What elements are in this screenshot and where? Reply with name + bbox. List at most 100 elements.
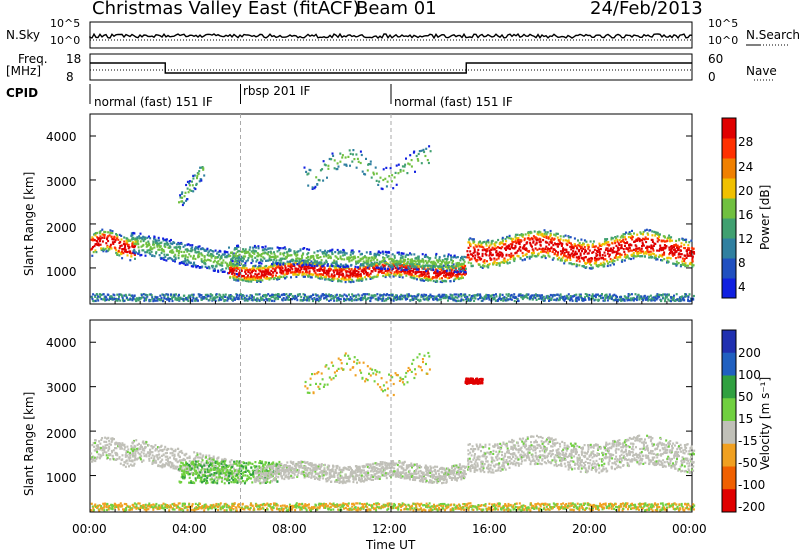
power-echo (197, 247, 200, 251)
power-echo (591, 293, 594, 296)
power-echo (94, 295, 97, 298)
power-echo (200, 248, 202, 251)
power-echo (255, 299, 258, 303)
power-echo (413, 295, 416, 298)
power-echo (173, 246, 176, 249)
power-echo (518, 294, 521, 297)
power-echo (488, 262, 491, 266)
noise-right-tick-top: 10^5 (708, 17, 739, 30)
power-echo (450, 269, 453, 272)
power-echo (362, 270, 365, 273)
power-echo (445, 272, 448, 275)
power-echo (317, 300, 320, 303)
power-echo (466, 299, 468, 303)
power-echo (479, 245, 482, 248)
power-echo (267, 293, 270, 296)
power-echo (570, 298, 573, 301)
power-echo (371, 256, 374, 260)
power-echo (558, 240, 561, 243)
power-echo (437, 261, 440, 264)
power-echo (467, 297, 469, 301)
power-echo (417, 152, 420, 156)
power-echo (344, 269, 347, 272)
power-echo (156, 245, 159, 248)
power-echo (377, 250, 380, 253)
power-echo (588, 293, 591, 297)
power-echo (226, 299, 229, 302)
power-echo (303, 272, 306, 275)
power-echo (146, 236, 149, 239)
power-echo (374, 268, 377, 271)
power-echo (258, 264, 261, 267)
power-echo (242, 295, 245, 298)
power-echo (387, 269, 390, 272)
power-echo (610, 260, 613, 263)
power-echo (386, 269, 389, 272)
power-echo (497, 297, 500, 301)
power-echo (160, 257, 163, 260)
power-echo (646, 249, 649, 252)
power-echo (371, 270, 374, 273)
power-echo (272, 267, 275, 270)
power-echo (342, 254, 345, 257)
power-echo (656, 258, 659, 261)
power-echo (641, 244, 643, 248)
power-echo (379, 251, 382, 254)
power-echo (171, 296, 174, 299)
power-echo (364, 256, 367, 259)
power-echo (354, 265, 357, 268)
power-echo (472, 246, 475, 249)
power-echo (428, 297, 431, 300)
power-echo (472, 252, 475, 255)
power-echo (645, 228, 648, 231)
power-echo (416, 295, 419, 298)
power-echo (383, 259, 386, 262)
power-echo (255, 276, 258, 279)
power-echo (279, 271, 282, 274)
power-echo (125, 294, 128, 298)
power-echo (576, 297, 579, 300)
power-echo (472, 238, 475, 241)
power-echo (614, 242, 617, 245)
power-echo (408, 265, 411, 268)
power-echo (187, 191, 190, 194)
power-echo (541, 294, 543, 297)
power-echo (382, 274, 385, 278)
power-echo (230, 264, 233, 267)
power-echo (294, 251, 297, 254)
power-echo (341, 277, 344, 280)
power-echo (342, 249, 345, 252)
power-echo (458, 273, 461, 276)
power-echo (639, 251, 642, 254)
power-echo (201, 260, 204, 264)
power-echo (183, 202, 185, 205)
power-echo (359, 267, 362, 270)
power-echo (362, 296, 365, 299)
power-echo (270, 265, 273, 268)
power-echo (423, 298, 426, 301)
power-echo (437, 274, 439, 277)
power-echo (103, 236, 106, 239)
power-echo (263, 257, 266, 260)
power-echo (102, 233, 105, 236)
power-echo (310, 260, 313, 263)
power-echo (528, 249, 531, 253)
power-echo (304, 261, 306, 264)
power-echo (521, 294, 524, 297)
power-echo (369, 160, 372, 163)
power-echo (631, 253, 634, 256)
power-echo (621, 234, 624, 238)
power-echo (414, 170, 416, 173)
power-echo (235, 269, 238, 273)
power-echo (505, 299, 508, 302)
power-echo (268, 259, 271, 262)
power-echo (538, 237, 541, 240)
power-echo (153, 243, 156, 246)
power-echo (149, 253, 152, 256)
power-echo (278, 247, 281, 250)
power-echo (453, 279, 455, 283)
power-echo (641, 250, 644, 253)
power-echo (612, 259, 615, 262)
power-echo (587, 259, 589, 262)
power-echo (286, 297, 289, 300)
